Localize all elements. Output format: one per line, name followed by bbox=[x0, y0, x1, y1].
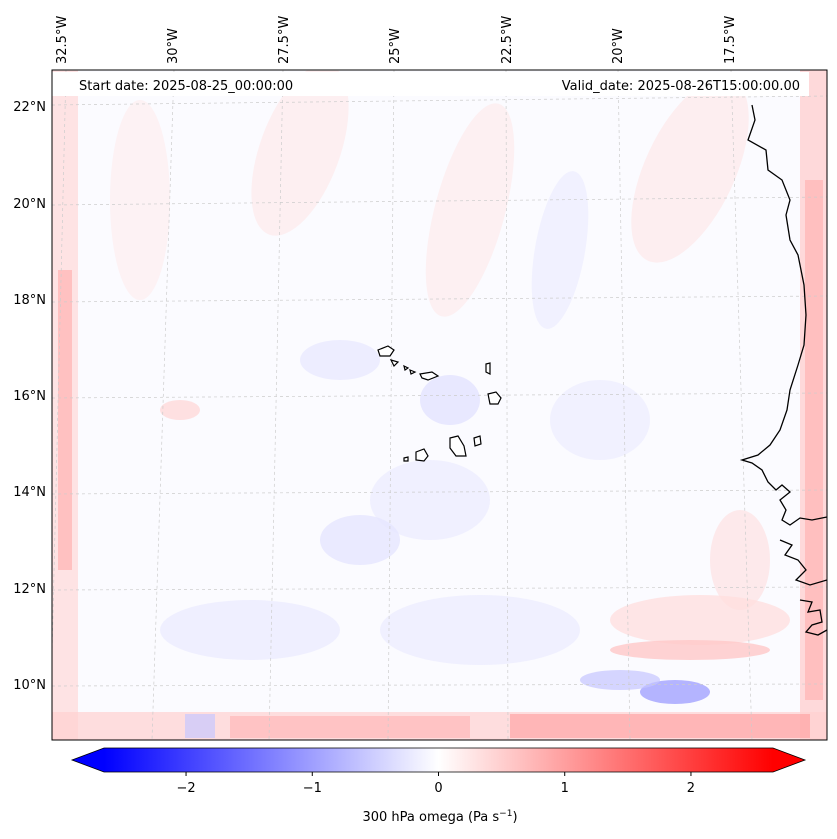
gridlines bbox=[52, 70, 827, 740]
lon-label: 25°W bbox=[388, 28, 403, 64]
colorbar-tick-label: 1 bbox=[561, 781, 569, 796]
colorbar-tick-label: −1 bbox=[303, 781, 322, 796]
lon-label: 30°W bbox=[166, 28, 181, 64]
longitude-labels: 32.5°W 30°W 27.5°W 25°W 22.5°W 20°W 17.5… bbox=[55, 16, 738, 64]
map-panel: Start date: 2025-08-25_00:00:00 Valid_da… bbox=[52, 70, 827, 740]
cape-verde-islands bbox=[377, 345, 502, 462]
colorbar-ticks: −2 −1 0 1 2 bbox=[176, 772, 695, 796]
lon-label: 22.5°W bbox=[500, 16, 515, 64]
lat-label: 12°N bbox=[13, 582, 46, 597]
colorbar-tick-label: 0 bbox=[434, 781, 442, 796]
lon-label: 17.5°W bbox=[723, 16, 738, 64]
lat-label: 14°N bbox=[13, 485, 46, 500]
lat-label: 10°N bbox=[13, 678, 46, 693]
lat-label: 20°N bbox=[13, 197, 46, 212]
lat-label: 18°N bbox=[13, 293, 46, 308]
colorbar-min-extend bbox=[72, 748, 104, 772]
colorbar-label: 300 hPa omega (Pa s−1) bbox=[362, 809, 517, 825]
lat-label: 22°N bbox=[13, 100, 46, 115]
valid-date-text: Valid_date: 2025-08-26T15:00:00.00 bbox=[562, 79, 800, 94]
colorbar-tick-label: 2 bbox=[687, 781, 695, 796]
colorbar-max-extend bbox=[773, 748, 805, 772]
latitude-labels: 22°N 20°N 18°N 16°N 14°N 12°N 10°N bbox=[13, 100, 46, 693]
map-frame bbox=[51, 69, 828, 741]
colorbar-gradient bbox=[104, 748, 773, 772]
lon-label: 20°W bbox=[611, 28, 626, 64]
omega-field bbox=[52, 70, 827, 740]
colorbar-tick-label: −2 bbox=[176, 781, 195, 796]
colorbar-outline bbox=[70, 747, 807, 773]
lon-label: 27.5°W bbox=[277, 16, 292, 64]
lat-label: 16°N bbox=[13, 389, 46, 404]
colorbar: −2 −1 0 1 2 300 hPa omega (Pa s−1) bbox=[70, 747, 807, 825]
start-date-text: Start date: 2025-08-25_00:00:00 bbox=[79, 79, 293, 94]
africa-coastline bbox=[739, 104, 827, 636]
lon-label: 32.5°W bbox=[55, 16, 70, 64]
